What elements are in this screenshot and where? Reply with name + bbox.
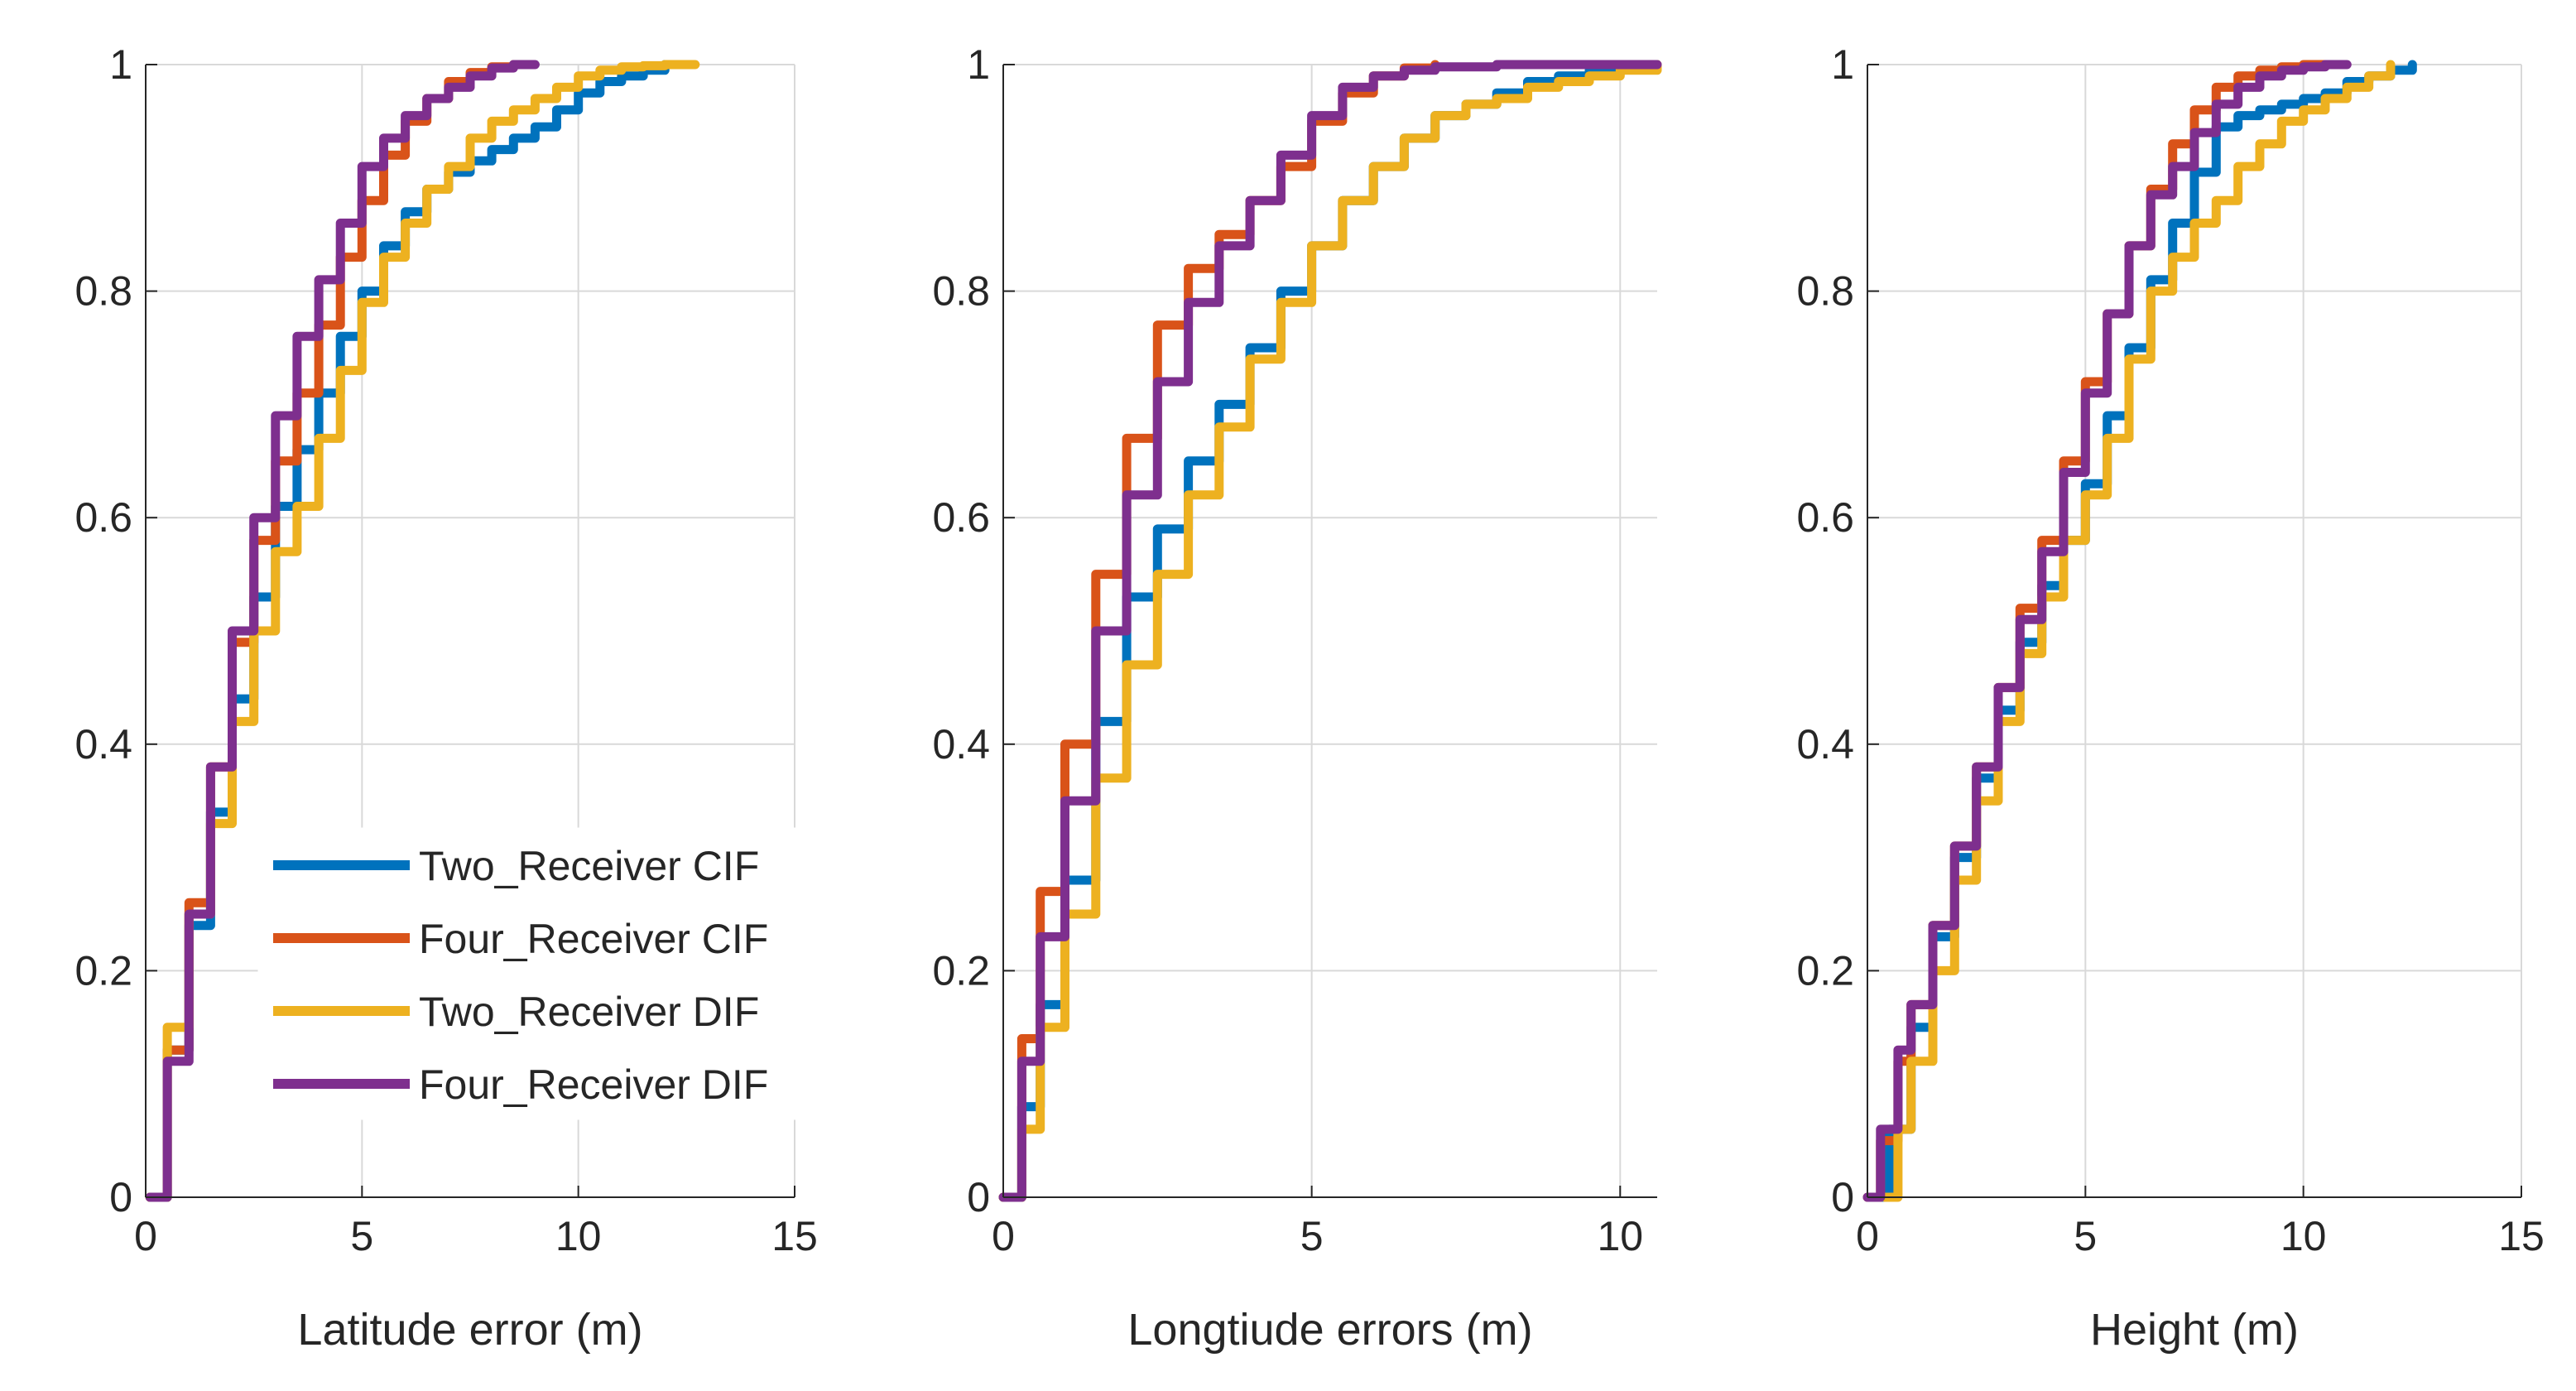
x-tick-label: 5 <box>350 1213 373 1259</box>
y-tick-label: 0.8 <box>932 268 990 315</box>
tick-labels: 0 5 10 15 0 0.2 0.4 0.6 0.8 1 <box>74 41 817 1259</box>
series-line-two-receiver-dif <box>1880 60 2396 1202</box>
x-axis-label: Height (m) <box>2090 1305 2299 1355</box>
x-axis-label: Longtiude errors (m) <box>1127 1305 1532 1355</box>
legend-item: Two_Receiver CIF <box>273 843 759 889</box>
series-line-two-receiver-dif <box>998 60 1662 1202</box>
y-tick-label: 0.6 <box>1796 494 1854 541</box>
x-tick-label: 15 <box>2498 1213 2545 1259</box>
y-tick-label: 0 <box>1831 1174 1854 1220</box>
tick-labels: 0 5 10 0 0.2 0.4 0.6 0.8 1 <box>932 41 1643 1259</box>
legend-item: Four_Receiver DIF <box>273 1061 768 1108</box>
y-tick-label: 0.4 <box>932 721 990 768</box>
y-tick-label: 0 <box>967 1174 990 1220</box>
axes <box>1867 64 2522 1198</box>
legend-label: Four_Receiver CIF <box>419 916 768 962</box>
chart-panel-height: 0 5 10 15 0 0.2 0.4 0.6 0.8 1 Height (m) <box>1796 41 2544 1355</box>
legend-box <box>257 827 880 1120</box>
y-tick-label: 0.6 <box>74 494 132 541</box>
tick-labels: 0 5 10 15 0 0.2 0.4 0.6 0.8 1 <box>1796 41 2544 1259</box>
y-tick-label: 1 <box>967 41 990 88</box>
y-tick-label: 0 <box>109 1174 132 1220</box>
y-tick-label: 0.2 <box>74 947 132 994</box>
legend-item: Two_Receiver DIF <box>273 989 759 1035</box>
y-tick-label: 0.2 <box>1796 947 1854 994</box>
y-tick-label: 0.8 <box>1796 268 1854 315</box>
x-axis-label: Latitude error (m) <box>297 1305 642 1355</box>
y-tick-label: 0.8 <box>74 268 132 315</box>
x-tick-label: 0 <box>992 1213 1015 1259</box>
series-lines <box>1862 60 2417 1202</box>
series-lines <box>145 60 700 1202</box>
legend-label: Four_Receiver DIF <box>419 1061 768 1108</box>
x-tick-label: 5 <box>1300 1213 1324 1259</box>
x-tick-label: 0 <box>134 1213 157 1259</box>
series-lines <box>998 60 1662 1202</box>
chart-panel-longitude: 0 5 10 0 0.2 0.4 0.6 0.8 1 Longtiude errors (m) <box>932 41 1662 1355</box>
series-line-four-receiver-dif <box>145 60 540 1202</box>
y-tick-label: 1 <box>1831 41 1854 88</box>
legend-label: Two_Receiver CIF <box>419 843 759 889</box>
y-tick-label: 0.6 <box>932 494 990 541</box>
axes <box>145 64 795 1198</box>
x-tick-label: 10 <box>1597 1213 1643 1259</box>
x-tick-label: 10 <box>555 1213 602 1259</box>
x-tick-label: 5 <box>2074 1213 2097 1259</box>
series-line-two-receiver-cif <box>1872 60 2417 1202</box>
legend-item: Four_Receiver CIF <box>273 916 768 962</box>
x-tick-label: 15 <box>771 1213 818 1259</box>
series-line-four-receiver-dif <box>998 60 1662 1202</box>
legend-label: Two_Receiver DIF <box>419 989 759 1035</box>
y-tick-label: 1 <box>109 41 132 88</box>
y-tick-label: 0.2 <box>932 947 990 994</box>
y-tick-label: 0.4 <box>74 721 132 768</box>
chart-panel-latitude: 0 5 10 15 0 0.2 0.4 0.6 0.8 1 Latitude error (m) <box>74 41 817 1355</box>
x-tick-label: 10 <box>2280 1213 2327 1259</box>
series-line-four-receiver-dif <box>1862 60 2352 1202</box>
x-tick-label: 0 <box>1856 1213 1879 1259</box>
legend: Two_Receiver CIF Four_Receiver CIF Two_R… <box>257 827 880 1120</box>
axes <box>1002 64 1657 1198</box>
y-tick-label: 0.4 <box>1796 721 1854 768</box>
